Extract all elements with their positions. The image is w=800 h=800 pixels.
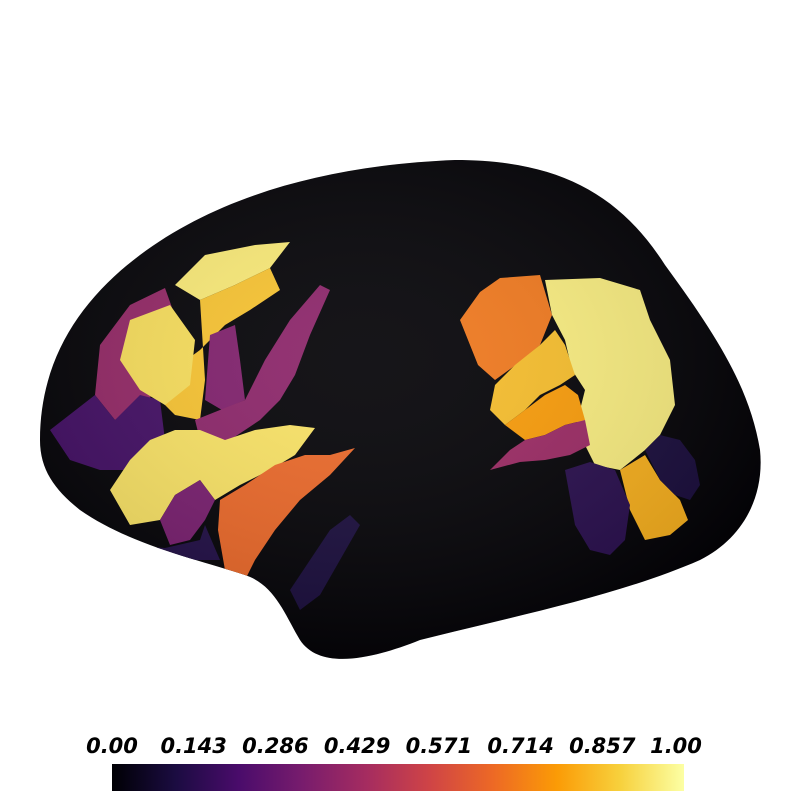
- colorbar: 0.00 0.143 0.286 0.429 0.571 0.714 0.857…: [0, 728, 800, 800]
- colorbar-tick-label: 0.571: [405, 734, 473, 758]
- colorbar-tick-label: 0.714: [487, 734, 554, 758]
- colorbar-tick-label: 0.429: [323, 734, 391, 758]
- colorbar-tick-label: 0.286: [242, 734, 309, 758]
- colorbar-tick-label: 0.00: [86, 734, 138, 758]
- surface-shading: [40, 160, 761, 659]
- colorbar-tick-label: 0.857: [569, 734, 636, 758]
- colorbar-tick-label: 1.00: [650, 734, 702, 758]
- colorbar-tick-label: 0.143: [160, 734, 227, 758]
- colorbar-gradient: [112, 764, 684, 791]
